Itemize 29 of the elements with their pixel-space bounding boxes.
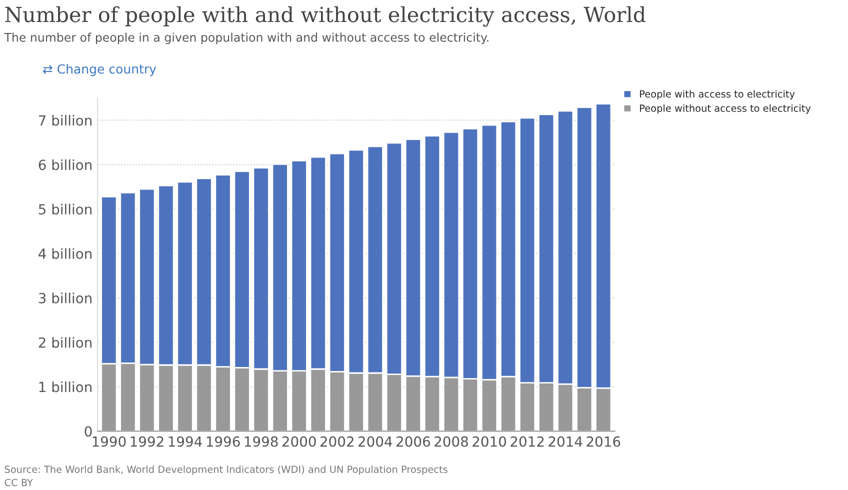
x-tick-label: 2002 [320, 436, 354, 447]
x-tick-label: 2004 [358, 436, 392, 447]
y-tick-label: 7 billion [38, 114, 92, 126]
y-tick-label: 4 billion [38, 248, 92, 259]
x-tick-label: 2000 [282, 436, 316, 447]
x-tick-label: 2012 [510, 436, 544, 447]
legend-label: People with access to electricity [640, 90, 795, 100]
y-tick-label: 3 billion [38, 292, 92, 304]
x-tick-label: 1990 [92, 436, 126, 447]
y-tick-label: 2 billion [38, 337, 92, 348]
chart-title: Number of people with and without electricity access, World [5, 6, 646, 27]
x-tick-label: 2010 [472, 436, 506, 447]
x-tick-label: 1992 [130, 436, 164, 447]
text: ⇄ Change country [43, 64, 156, 76]
x-tick-label: 1994 [168, 436, 202, 447]
x-tick-label: 2008 [434, 436, 468, 447]
legend-label: People without access to electricity [640, 104, 811, 114]
x-tick-label: 1998 [244, 436, 278, 447]
y-tick-label: 6 billion [38, 159, 92, 170]
y-tick-label: 5 billion [38, 204, 92, 215]
chart-subtitle: The number of people in a given population with and without access to electricity. [4, 32, 488, 44]
x-tick-label: 2016 [586, 436, 620, 447]
x-tick-label: 2006 [396, 436, 430, 447]
y-tick-label: 0 [84, 426, 92, 437]
x-tick-label: 2014 [548, 436, 582, 447]
text: CC BY [4, 478, 33, 486]
x-tick-label: 1996 [206, 436, 240, 447]
y-tick-label: 1 billion [39, 381, 92, 392]
source-note: Source: The World Bank, World Development Indicators (WDI) and UN Population Prospects [4, 465, 448, 475]
